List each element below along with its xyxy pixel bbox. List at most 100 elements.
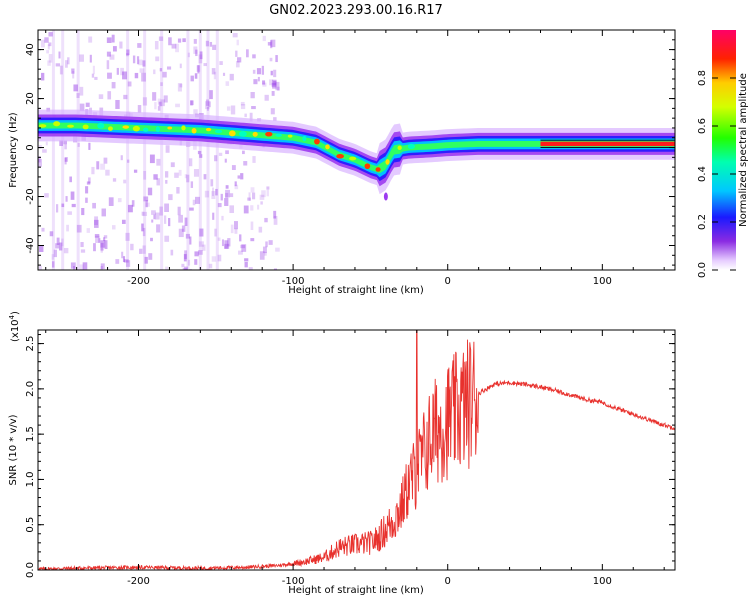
spectrogram-speckle bbox=[123, 179, 127, 184]
spectrogram-speckle bbox=[106, 60, 110, 70]
spectrogram-speckle bbox=[190, 181, 194, 188]
spectrogram-speckle bbox=[151, 210, 156, 215]
spectrogram-speckle bbox=[252, 192, 256, 200]
spectrogram-peak bbox=[397, 145, 402, 151]
spectrogram-speckle bbox=[59, 140, 64, 147]
spectrogram-speckle bbox=[214, 155, 218, 162]
spectrogram-ytick-label: 0 bbox=[25, 144, 36, 150]
spectrogram-speckle bbox=[166, 66, 172, 70]
spectrogram-speckle bbox=[271, 91, 275, 96]
spectrogram-peak bbox=[214, 129, 223, 134]
spectrogram-speckle bbox=[270, 108, 275, 115]
spectrogram-speckle bbox=[246, 49, 249, 58]
spectrogram-peak bbox=[375, 167, 381, 172]
colorbar: 0.0 0.2 0.4 0.6 0.8 Normalized spectral ampl… bbox=[697, 30, 749, 278]
spectrogram-speckle bbox=[63, 247, 69, 254]
spectrogram-speckle bbox=[148, 253, 153, 260]
spectrogram-speckle bbox=[115, 259, 120, 264]
spectrogram-speckle bbox=[240, 244, 246, 249]
spectrogram-speckle bbox=[144, 256, 148, 264]
spectrogram-streak bbox=[198, 30, 202, 270]
spectrogram-speckle bbox=[210, 179, 214, 187]
colorbar-tick-label: 0.8 bbox=[697, 70, 708, 86]
spectrogram-speckle bbox=[61, 203, 65, 208]
spectrogram-speckle bbox=[194, 259, 198, 265]
spectrogram-speckle bbox=[91, 73, 95, 78]
spectrogram-speckle bbox=[98, 238, 101, 243]
spectrogram-speckle bbox=[100, 247, 103, 253]
spectrogram-speckle bbox=[240, 101, 245, 106]
spectrogram-speckle bbox=[127, 81, 132, 87]
spectrogram-speckle bbox=[229, 73, 234, 81]
spectrogram-peak bbox=[97, 122, 105, 129]
spectrogram-peak bbox=[122, 125, 130, 129]
spectrogram-speckle bbox=[143, 170, 147, 180]
spectrogram-speckle bbox=[103, 235, 108, 239]
spectrogram-ytick-label: 20 bbox=[25, 92, 36, 105]
spectrogram-speckle bbox=[187, 52, 190, 58]
spectrogram-speckle bbox=[179, 83, 183, 88]
spectrogram-speckle bbox=[253, 79, 258, 85]
spectrogram-speckle bbox=[123, 259, 129, 263]
spectrogram-speckle bbox=[269, 57, 273, 62]
spectrogram-speckle bbox=[82, 262, 88, 270]
spectrogram-speckle bbox=[123, 94, 128, 100]
spectrogram-speckle bbox=[231, 165, 236, 170]
spectrogram-speckle bbox=[205, 40, 210, 47]
spectrogram-speckle bbox=[65, 60, 68, 68]
spectrogram-speckle bbox=[44, 193, 49, 198]
spectrogram-speckle bbox=[93, 243, 96, 252]
spectrogram-speckle bbox=[44, 37, 49, 43]
spectrogram-speckle bbox=[81, 207, 85, 216]
spectrogram-speckle bbox=[273, 215, 278, 225]
spectrogram-speckle bbox=[80, 242, 84, 248]
spectrogram-speckle bbox=[218, 152, 223, 156]
spectrogram-speckle bbox=[104, 240, 108, 250]
spectrogram-speckle bbox=[98, 94, 104, 100]
spectrogram-speckle bbox=[270, 40, 273, 49]
spectrogram-speckle bbox=[219, 61, 223, 65]
spectrogram-speckle bbox=[195, 196, 200, 204]
spectrogram-speckle bbox=[227, 238, 231, 247]
spectrogram-speckle bbox=[232, 33, 238, 38]
spectrogram-speckle bbox=[58, 242, 63, 251]
spectrogram-speckle bbox=[224, 240, 229, 249]
spectrogram-speckle bbox=[273, 268, 277, 270]
spectrogram-speckle bbox=[100, 240, 106, 248]
spectrogram-speckle bbox=[241, 244, 247, 252]
spectrogram-speckle bbox=[181, 263, 185, 268]
spectrogram-speckle bbox=[199, 51, 203, 60]
spectrogram-speckle bbox=[100, 263, 105, 270]
colorbar-ticks: 0.0 0.2 0.4 0.6 0.8 bbox=[697, 70, 736, 278]
spectrogram-speckle bbox=[224, 158, 227, 163]
spectrogram-speckle bbox=[230, 105, 236, 115]
spectrogram-speckle bbox=[143, 196, 149, 202]
spectrogram-speckle bbox=[160, 99, 165, 107]
spectrogram-speckle bbox=[47, 60, 51, 66]
spectrogram-speckle bbox=[214, 228, 217, 237]
spectrogram-speckle bbox=[76, 224, 82, 233]
spectrogram-speckle bbox=[112, 46, 117, 52]
spectrogram-speckle bbox=[164, 235, 170, 242]
spectrogram-speckle bbox=[224, 198, 229, 206]
spectrogram-speckle bbox=[95, 235, 100, 243]
spectrogram-speckle bbox=[268, 240, 273, 245]
spectrogram-speckle bbox=[273, 117, 277, 121]
spectrogram-speckle bbox=[142, 227, 146, 237]
spectrogram-speckle bbox=[267, 42, 272, 46]
spectrogram-speckle bbox=[248, 192, 251, 201]
spectrogram-peak bbox=[191, 128, 197, 134]
spectrogram-speckle bbox=[197, 65, 200, 74]
spectrogram-speckle bbox=[170, 249, 174, 256]
spectrogram-speckle bbox=[41, 72, 45, 81]
spectrogram-speckle bbox=[122, 71, 128, 80]
spectrogram-speckle bbox=[181, 225, 186, 232]
spectrogram-speckle bbox=[103, 237, 106, 242]
spectrogram-speckle bbox=[211, 191, 216, 200]
spectrogram-speckle bbox=[94, 219, 99, 228]
spectrogram-speckle bbox=[217, 254, 222, 262]
spectrogram-speckle bbox=[270, 70, 273, 76]
spectrogram-speckle bbox=[149, 154, 155, 164]
spectrogram-speckle bbox=[117, 198, 122, 203]
